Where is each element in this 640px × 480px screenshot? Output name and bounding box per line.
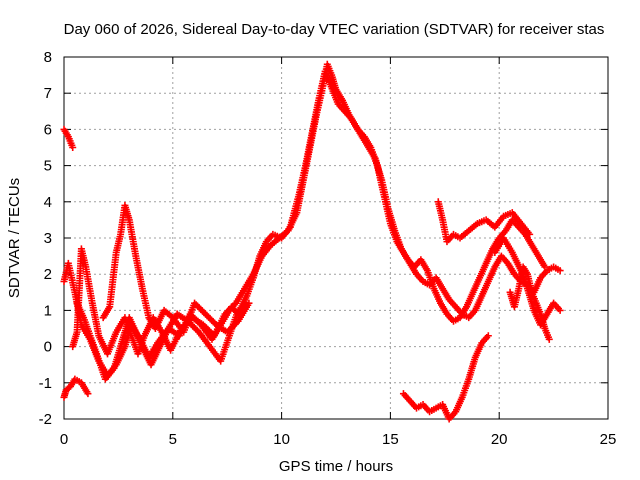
axis-ticks [63, 56, 609, 420]
series-seg-f [99, 201, 253, 336]
y-tick-label: -2 [39, 411, 52, 428]
y-tick-labels: -2 -1 0 1 2 3 4 5 6 7 8 [39, 49, 52, 428]
x-tick-label: 20 [491, 431, 508, 448]
x-tick-label: 0 [60, 431, 68, 448]
y-tick-label: 5 [44, 158, 52, 175]
y-tick-label: 0 [44, 339, 52, 356]
x-tick-labels: 0 5 10 15 20 25 [60, 431, 617, 448]
data-point [245, 299, 253, 307]
y-tick-label: 2 [44, 266, 52, 283]
chart-title: Day 060 of 2026, Sidereal Day-to-day VTE… [64, 21, 605, 38]
y-tick-label: -1 [39, 375, 52, 392]
y-axis-label: SDTVAR / TECUs [6, 178, 23, 298]
data-point [526, 230, 534, 238]
x-axis-label: GPS time / hours [279, 458, 393, 475]
series-seg-b [60, 375, 92, 401]
y-tick-label: 1 [44, 302, 52, 319]
x-tick-label: 25 [600, 431, 617, 448]
data-point [84, 390, 92, 398]
y-tick-label: 4 [44, 194, 52, 211]
series-seg-j [506, 263, 553, 343]
data-point [556, 306, 564, 314]
data-point [484, 332, 492, 340]
y-tick-label: 8 [44, 49, 52, 66]
y-tick-label: 6 [44, 121, 52, 138]
data-point [69, 144, 77, 151]
series-seg-h [434, 198, 534, 246]
x-tick-label: 5 [169, 431, 177, 448]
x-tick-label: 10 [273, 431, 290, 448]
series-seg-g [399, 332, 492, 423]
data-markers [60, 60, 564, 423]
y-tick-label: 3 [44, 230, 52, 247]
data-point [541, 263, 549, 271]
data-point [545, 335, 553, 343]
data-point [556, 267, 564, 275]
data-point [234, 306, 242, 314]
y-tick-label: 7 [44, 85, 52, 102]
series-seg-a [60, 125, 77, 151]
x-tick-label: 15 [382, 431, 399, 448]
